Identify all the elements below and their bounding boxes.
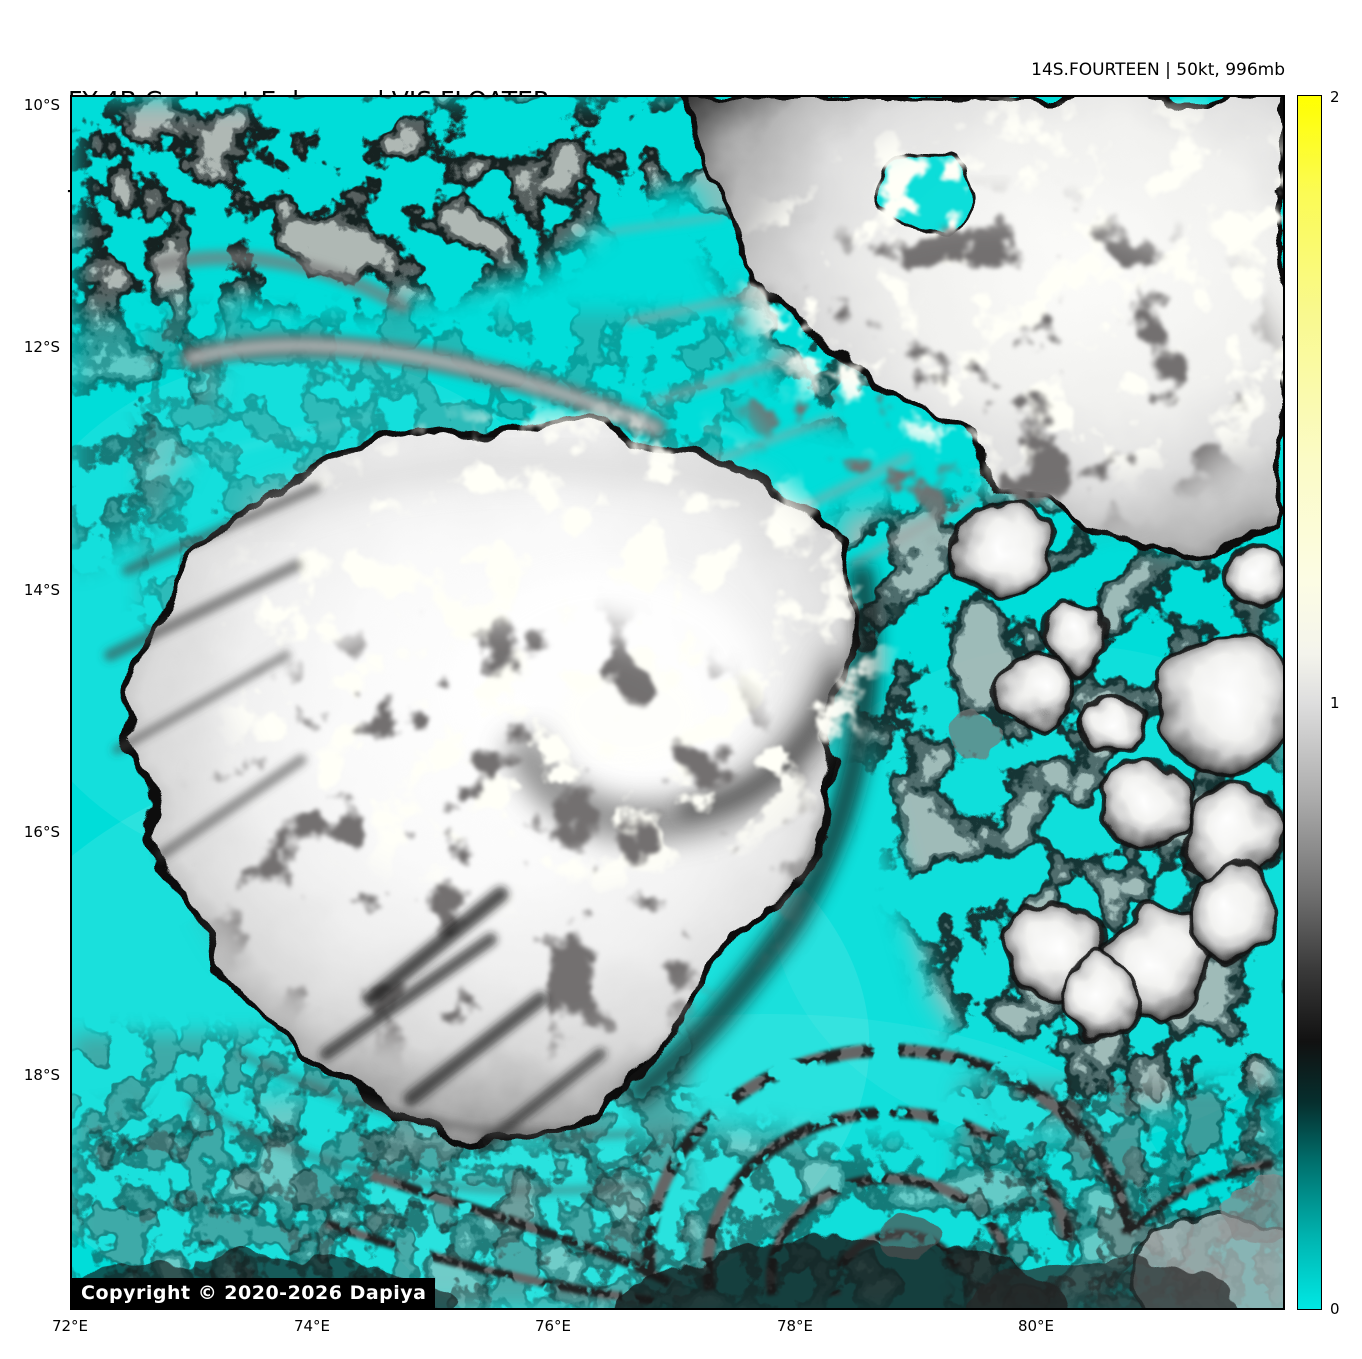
lat-label-14s: 14°S — [23, 581, 60, 599]
lon-label-80e: 80°E — [1017, 1317, 1055, 1335]
colorbar-tick-2: 2 — [1330, 88, 1340, 106]
lat-label-12s: 12°S — [23, 338, 60, 356]
satellite-cloud-graphic — [72, 97, 1283, 1308]
colorbar-tick-0: 0 — [1330, 1300, 1340, 1318]
lon-label-74e: 74°E — [293, 1317, 331, 1335]
satellite-image-frame: Copyright © 2020-2026 Dapiya — [70, 95, 1285, 1310]
lon-label-78e: 78°E — [776, 1317, 814, 1335]
cyclone-texture-shadow — [201, 615, 800, 1054]
cyclone-outer-wisps — [103, 482, 655, 1195]
northeast-mass-texture-shadow — [729, 206, 1269, 526]
colorbar — [1297, 95, 1322, 1310]
colorbar-tick-1: 1 — [1330, 694, 1340, 712]
copyright-badge: Copyright © 2020-2026 Dapiya — [72, 1278, 436, 1308]
lat-label-18s: 18°S — [23, 1066, 60, 1084]
storm-info-label: 14S.FOURTEEN | 50kt, 996mb — [1031, 60, 1285, 80]
lat-label-16s: 16°S — [23, 823, 60, 841]
lon-label-76e: 76°E — [534, 1317, 572, 1335]
convective-cell-cluster — [954, 502, 1283, 1308]
bottom-dark-cloud-masses — [72, 1215, 1247, 1308]
lat-label-10s: 10°S — [23, 96, 60, 114]
lon-label-72e: 72°E — [51, 1317, 89, 1335]
